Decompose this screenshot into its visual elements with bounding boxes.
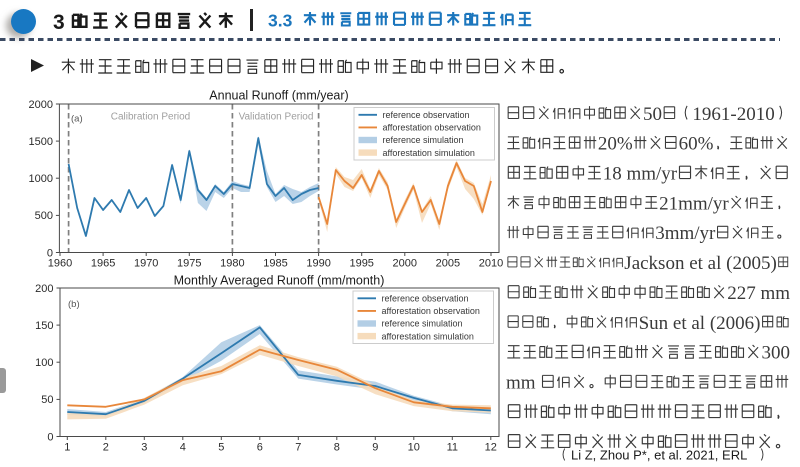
svg-text:200: 200 — [35, 283, 53, 295]
svg-text:5: 5 — [218, 442, 224, 454]
svg-text:50: 50 — [41, 394, 53, 406]
svg-text:18 mm/yr: 18 mm/yr — [603, 164, 678, 185]
svg-text:mm: mm — [506, 373, 536, 394]
svg-text:7: 7 — [295, 442, 301, 454]
svg-text:150: 150 — [35, 320, 53, 332]
svg-text:0: 0 — [47, 247, 53, 259]
svg-text:reference simulation: reference simulation — [382, 319, 463, 329]
svg-text:reference observation: reference observation — [383, 110, 470, 120]
svg-text:9: 9 — [372, 442, 378, 454]
svg-text:2000: 2000 — [29, 99, 53, 111]
svg-text:1500: 1500 — [29, 136, 53, 148]
svg-text:100: 100 — [35, 357, 53, 369]
svg-text:(a): (a) — [71, 114, 83, 125]
svg-text:Monthly Averaged Runoff (mm/mo: Monthly Averaged Runoff (mm/month) — [174, 274, 385, 288]
svg-text:2000: 2000 — [393, 258, 417, 270]
svg-text:1985: 1985 — [263, 258, 287, 270]
svg-text:3: 3 — [141, 442, 147, 454]
svg-text:1965: 1965 — [91, 258, 115, 270]
svg-text:afforestation observation: afforestation observation — [382, 306, 480, 316]
svg-text:(b): (b) — [68, 299, 80, 310]
svg-text:1: 1 — [64, 442, 70, 454]
svg-text:60%: 60% — [679, 134, 714, 155]
svg-text:300: 300 — [762, 343, 791, 364]
svg-text:afforestation simulation: afforestation simulation — [383, 148, 475, 158]
svg-text:12: 12 — [485, 442, 497, 454]
svg-text:8: 8 — [334, 442, 340, 454]
svg-text:1990: 1990 — [306, 258, 330, 270]
svg-text:1960: 1960 — [48, 258, 72, 270]
svg-text:Sun et al (2006): Sun et al (2006) — [639, 313, 761, 334]
svg-text:1000: 1000 — [29, 173, 53, 185]
svg-text:50: 50 — [643, 104, 662, 125]
svg-text:reference observation: reference observation — [382, 294, 469, 304]
svg-text:227 mm: 227 mm — [727, 283, 790, 304]
svg-text:11: 11 — [447, 442, 458, 454]
svg-text:3: 3 — [53, 11, 65, 34]
svg-text:1961-2010: 1961-2010 — [692, 104, 774, 125]
svg-text:2005: 2005 — [436, 258, 460, 270]
svg-text:Jackson et al (2005): Jackson et al (2005) — [624, 253, 776, 274]
svg-text:1975: 1975 — [177, 258, 201, 270]
svg-text:Calibration Period: Calibration Period — [111, 112, 191, 123]
svg-text:4: 4 — [180, 442, 186, 454]
svg-text:Li Z, Zhou P*, et al. 2021, ER: Li Z, Zhou P*, et al. 2021, ERL — [571, 448, 747, 463]
svg-text:3.3: 3.3 — [268, 11, 293, 31]
svg-text:3mm/yr: 3mm/yr — [655, 223, 716, 244]
svg-text:1970: 1970 — [134, 258, 158, 270]
svg-text:afforestation observation: afforestation observation — [383, 123, 481, 133]
svg-text:2010: 2010 — [479, 258, 503, 270]
svg-text:1980: 1980 — [220, 258, 244, 270]
svg-text:afforestation simulation: afforestation simulation — [382, 331, 474, 341]
svg-text:Validation Period: Validation Period — [239, 112, 314, 123]
svg-text:21mm/yr: 21mm/yr — [659, 193, 729, 214]
svg-text:6: 6 — [257, 442, 263, 454]
svg-text:2: 2 — [103, 442, 109, 454]
svg-text:reference simulation: reference simulation — [383, 135, 464, 145]
svg-text:500: 500 — [35, 210, 53, 222]
svg-text:Annual Runoff (mm/year): Annual Runoff (mm/year) — [209, 89, 348, 103]
svg-text:1995: 1995 — [349, 258, 373, 270]
svg-text:0: 0 — [47, 431, 53, 443]
svg-text:10: 10 — [408, 442, 420, 454]
svg-text:20%: 20% — [598, 134, 633, 155]
